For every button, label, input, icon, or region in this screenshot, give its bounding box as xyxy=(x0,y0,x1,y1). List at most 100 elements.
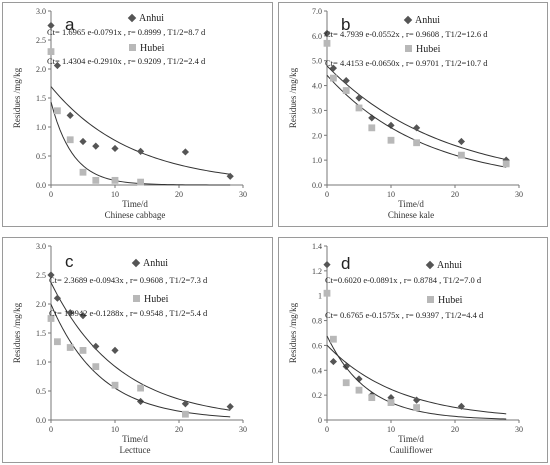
chart-plot-c: 0.0 0.5 1.0 1.5 2.0 2.5 3.0 0 10 20 30 Time/dLecttu… xyxy=(12,242,247,455)
fit-curve-anhui xyxy=(50,282,231,411)
x-axis-title: Time/d xyxy=(398,199,424,209)
y-tick-label: 0.0 xyxy=(36,416,46,425)
x-tick-label: 0 xyxy=(49,190,53,199)
chart-panel-a: 0.0 0.5 1.0 1.5 2.0 2.5 3.0 0 10 20 30 Time/d Chines… xyxy=(2,2,273,227)
data-point-anhui xyxy=(137,147,145,155)
y-tick-label: 2.5 xyxy=(36,36,46,45)
data-point-hubei xyxy=(47,315,55,322)
y-axis-title: Residues /mg/kg xyxy=(288,67,298,128)
panel-letter: d xyxy=(341,254,351,273)
y-tick-label: 3.0 xyxy=(36,7,46,16)
x-tick-label: 30 xyxy=(515,425,523,434)
diamond-marker-icon xyxy=(403,15,413,25)
legend-label: Hubei xyxy=(438,295,463,306)
data-point-hubei xyxy=(54,338,61,346)
y-tick-label: 2.0 xyxy=(36,300,46,309)
legend-entry-anhui: Anhui xyxy=(425,260,462,271)
x-axis-title: Time/d xyxy=(122,434,148,444)
data-point-anhui xyxy=(355,94,363,102)
legend-entry-hubei: Hubei xyxy=(129,43,164,54)
data-point-hubei xyxy=(342,87,350,94)
y-tick-label: 2.5 xyxy=(36,271,46,280)
data-point-hubei xyxy=(342,379,350,387)
chart-panel-b: 0.0 1.0 2.0 3.0 4.0 5.0 6.0 7.0 0 10 20 30 Time/d Chi… xyxy=(278,2,548,227)
diamond-marker-icon xyxy=(131,258,141,268)
y-tick-label: 0.4 xyxy=(312,366,322,375)
y-tick-label: 1 xyxy=(318,292,322,301)
x-tick-label: 20 xyxy=(451,425,459,434)
chart-plot-d: 0 0.2 0.4 0.6 0.8 1 1.2 1.4 0 10 20 30 Time/dCaulifl… xyxy=(288,242,523,455)
legend-entry-anhui: Anhui xyxy=(403,15,440,26)
x-tick-label: 0 xyxy=(325,425,329,434)
data-point-anhui xyxy=(66,111,74,119)
x-tick-label: 10 xyxy=(387,425,395,434)
equation-anhui: Ct= 4.7939 e-0.0552x , r= 0.9608 , T1/2=… xyxy=(325,29,488,39)
data-point-hubei xyxy=(413,139,420,147)
data-point-anhui xyxy=(323,29,331,37)
crop-label: Lecttuce xyxy=(120,445,151,455)
data-point-anhui xyxy=(181,148,189,156)
equation-anhui: Ct= 2.3689 e-0.0943x , r= 0.9608 , T1/2=… xyxy=(49,275,208,285)
y-tick-label: 1.0 xyxy=(36,358,46,367)
y-tick-label: 0 xyxy=(318,416,322,425)
legend-label: Anhui xyxy=(143,258,168,269)
x-tick-label: 0 xyxy=(49,425,53,434)
y-tick-label: 0.6 xyxy=(312,341,322,350)
y-tick-label: 0.5 xyxy=(36,152,46,161)
diamond-marker-icon xyxy=(425,260,435,270)
x-tick-label: 20 xyxy=(175,425,183,434)
data-point-hubei xyxy=(92,176,100,184)
data-point-hubei xyxy=(323,289,331,297)
legend-label: Anhui xyxy=(437,260,462,271)
y-tick-label: 3.0 xyxy=(312,106,322,115)
data-point-hubei xyxy=(79,168,87,176)
x-tick-label: 0 xyxy=(325,190,329,199)
data-point-hubei xyxy=(355,386,363,394)
y-tick-label: 0.8 xyxy=(312,317,322,326)
data-point-anhui xyxy=(413,124,421,132)
data-point-hubei xyxy=(330,335,337,343)
y-tick-label: 0.5 xyxy=(36,387,46,396)
x-tick-label: 10 xyxy=(111,425,119,434)
equation-hubei: Ct= 0.6765 e-0.1575x , r= 0.9397 , T1/2=… xyxy=(325,310,484,320)
crop-label: Chinese kale xyxy=(388,210,434,220)
legend-entry-anhui: Anhui xyxy=(127,13,164,24)
square-marker-icon xyxy=(405,45,412,52)
x-tick-label: 10 xyxy=(387,190,395,199)
data-point-hubei xyxy=(137,178,144,186)
data-point-anhui xyxy=(92,142,100,150)
y-tick-label: 0.2 xyxy=(312,391,322,400)
equation-hubei: Ct= 4.4153 e-0.0650x , r= 0.9701 , T1/2=… xyxy=(325,58,488,68)
data-point-hubei xyxy=(111,381,119,389)
legend-entry-anhui: Anhui xyxy=(131,258,168,269)
data-point-anhui xyxy=(457,137,465,146)
diamond-marker-icon xyxy=(127,13,137,23)
fit-curve-hubei xyxy=(50,304,231,418)
y-tick-label: 2.0 xyxy=(36,65,46,74)
data-point-hubei xyxy=(323,39,331,47)
data-point-hubei xyxy=(330,74,337,82)
data-point-anhui xyxy=(47,21,55,30)
equation-hubei: Ct= 1.4304 e-0.2910x , r= 0.9209 , T1/2=… xyxy=(47,56,206,66)
panel-letter: b xyxy=(341,15,351,34)
data-point-anhui xyxy=(329,357,337,366)
y-tick-label: 2.0 xyxy=(312,131,322,140)
data-point-hubei xyxy=(413,404,420,411)
legend-label: Anhui xyxy=(415,15,440,26)
y-tick-label: 0.0 xyxy=(36,181,46,190)
crop-label: Cauliflower xyxy=(390,445,433,455)
equation-anhui: Ct=0.6020 e-0.0891x , r= 0.8784 , T1/2=7… xyxy=(325,275,482,285)
x-tick-label: 30 xyxy=(515,190,523,199)
data-point-anhui xyxy=(226,172,234,180)
y-tick-label: 1.0 xyxy=(36,123,46,132)
legend-label: Hubei xyxy=(144,294,169,305)
data-point-hubei xyxy=(111,176,119,184)
data-point-anhui xyxy=(111,346,119,354)
x-tick-label: 20 xyxy=(451,190,459,199)
panel-letter: c xyxy=(65,252,74,271)
y-tick-label: 1.5 xyxy=(36,94,46,103)
data-point-anhui xyxy=(53,61,61,70)
data-point-hubei xyxy=(47,48,55,55)
data-point-hubei xyxy=(137,384,144,392)
x-axis-title: Time/d xyxy=(398,434,424,444)
